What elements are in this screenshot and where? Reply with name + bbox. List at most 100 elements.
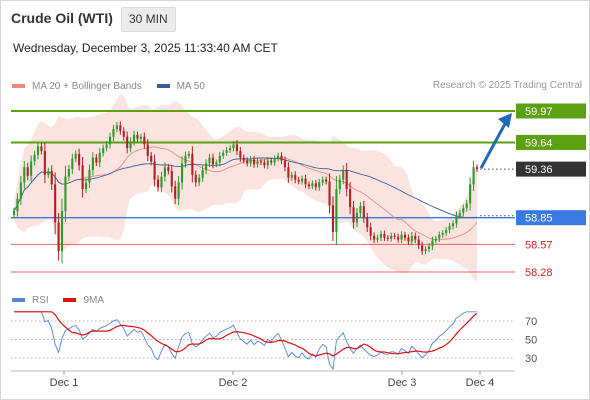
candle-body [379,233,383,238]
candle-body [177,182,180,199]
candle-body [297,179,300,182]
candle-body [434,238,437,241]
candle-body [400,234,403,240]
candle-body [386,237,389,239]
legend-rsi-label: RSI [32,294,49,306]
candle-body [98,152,101,163]
candle-body [314,183,317,188]
candle-body [311,183,314,187]
candle-body [88,170,91,183]
candle-body [349,189,352,208]
candle-body [146,144,149,156]
candle-body [462,208,465,213]
legend-rsi-swatch [12,298,25,302]
candle-body [84,182,88,190]
candle-body [266,160,269,166]
candle-body [259,161,262,163]
candle-body [112,129,115,137]
candle-body [232,144,235,149]
candle-body [355,212,359,223]
candle-body [218,155,221,163]
candle-body [91,157,94,171]
interval-button[interactable]: 30 MIN [121,7,176,32]
level-lines [11,110,515,273]
candle-body [441,232,444,235]
candle-body [403,234,407,238]
candle-body [397,236,400,240]
bollinger-band-area [14,94,477,282]
candle-body [229,148,232,151]
candle-body [475,167,479,170]
candle-body [242,157,245,161]
candle-body [393,235,396,237]
candle-body [205,163,208,171]
bollinger-bands [14,94,477,282]
candle-body [40,146,43,152]
candle-body [369,227,372,236]
candle-body [180,163,184,183]
candle-body [451,223,455,227]
time-tick-label: Dec 3 [388,377,417,389]
candle-body [143,136,146,145]
candle-body [239,151,242,158]
candle-body [325,179,328,182]
level-tags: 59.97 59.64 59.36 58.85 58.57 58.28 [516,103,586,279]
candle-body [50,171,53,185]
candle-body [132,134,136,142]
candle-body [417,239,420,246]
candle-body [198,177,201,183]
legend-9ma: 9MA [63,295,104,306]
candle-body [43,151,46,175]
candle-body [455,215,458,224]
candle-body [108,136,112,145]
candle-body [414,235,417,240]
legend-ma20-label: MA 20 + Bollinger Bands [32,80,142,92]
candle-body [129,141,132,149]
candle-body [12,211,16,215]
legend-9ma-label: 9MA [83,294,105,306]
candle-body [383,233,386,238]
price-legend: MA 20 + Bollinger Bands MA 50 [12,80,217,92]
candle-body [246,160,249,164]
candle-body [201,170,204,178]
candle-body [167,167,170,172]
candle-body [362,206,365,218]
candle-body [163,167,166,177]
level-label-59.97: 59.97 [525,106,553,118]
level-label-59.64: 59.64 [525,137,553,149]
ma20-line [13,146,478,241]
candles [12,121,479,264]
candle-body [26,167,29,176]
candle-body [253,159,256,165]
candle-body [366,217,369,228]
level-tag-59.97 [516,103,586,119]
candle-body [126,136,129,149]
candle-body [301,178,304,182]
candle-body [438,234,441,239]
candle-body [256,161,259,165]
level-label-58.57: 58.57 [525,239,553,251]
candle-body [184,155,187,164]
candle-body [30,161,33,176]
candle-body [54,184,57,223]
forecast-arrow-head [498,113,512,128]
candle-body [105,144,108,149]
candle-body [421,245,424,252]
rsi-line [14,311,477,371]
candle-body [235,144,238,152]
candle-body [139,136,142,139]
rsi-tick-30: 30 [525,353,537,365]
time-tick-label: Dec 4 [466,377,495,389]
candle-body [136,134,139,139]
candle-body [448,226,451,231]
candle-body [64,176,67,212]
level-tag-59.36 [516,161,586,177]
candle-body [373,235,376,240]
candle-body [170,171,173,187]
rsi-legend: RSI 9MA [12,294,116,306]
candle-body [321,179,324,183]
rsi-tick-70: 70 [525,316,537,328]
candle-body [445,230,448,233]
candle-body [345,170,348,190]
legend-rsi: RSI [12,295,49,306]
